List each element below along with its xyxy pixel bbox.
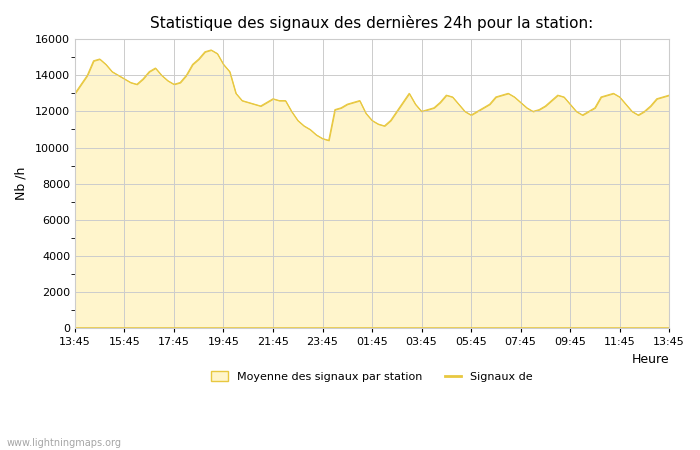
X-axis label: Heure: Heure [631, 353, 669, 366]
Text: www.lightningmaps.org: www.lightningmaps.org [7, 437, 122, 447]
Legend: Moyenne des signaux par station, Signaux de: Moyenne des signaux par station, Signaux… [207, 367, 537, 387]
Title: Statistique des signaux des dernières 24h pour la station:: Statistique des signaux des dernières 24… [150, 15, 594, 31]
Y-axis label: Nb /h: Nb /h [15, 167, 28, 200]
